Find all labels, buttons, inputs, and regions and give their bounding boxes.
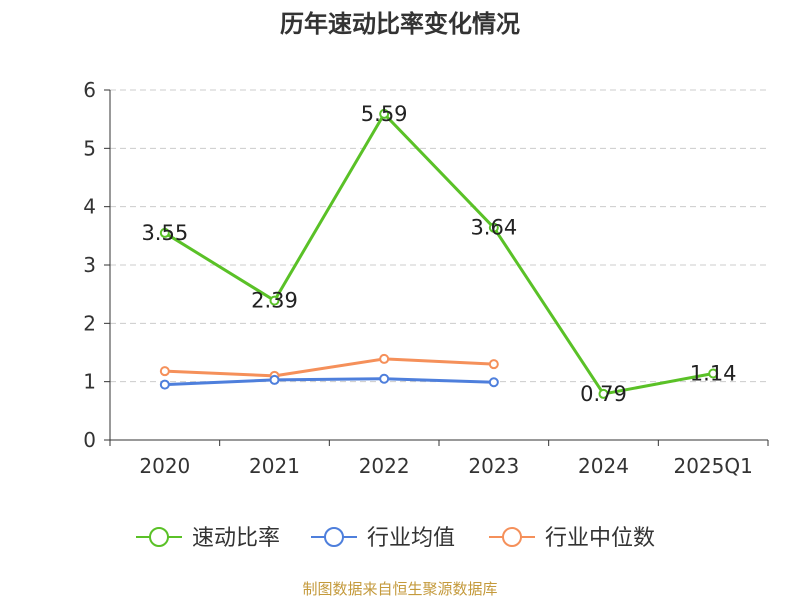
x-tick-label: 2020 (139, 454, 190, 478)
data-label: 3.55 (141, 221, 188, 245)
x-tick-label: 2021 (249, 454, 300, 478)
y-tick-label: 0 (83, 428, 96, 452)
y-tick-label: 5 (83, 136, 96, 160)
data-point (488, 359, 499, 370)
x-tick-label: 2023 (468, 454, 519, 478)
data-point (379, 373, 390, 384)
data-label: 5.59 (361, 102, 408, 126)
legend-label: 行业中位数 (545, 526, 655, 551)
legend-label: 行业均值 (367, 526, 455, 551)
x-tick-label: 2025Q1 (673, 454, 752, 478)
data-point (379, 353, 390, 364)
data-point (379, 108, 390, 119)
data-point (159, 227, 170, 238)
legend-marker (324, 527, 344, 547)
data-label: 1.14 (690, 362, 737, 386)
source-note: 制图数据来自恒生聚源数据库 (302, 580, 498, 598)
series-line (164, 112, 714, 396)
data-point (708, 368, 719, 379)
series-line (164, 377, 494, 387)
legend-label: 速动比率 (192, 526, 280, 551)
data-point (159, 379, 170, 390)
data-point (269, 374, 280, 385)
chart-title: 历年速动比率变化情况 (280, 10, 520, 38)
y-tick-label: 6 (83, 78, 96, 102)
y-tick-label: 1 (83, 370, 96, 394)
data-label: 2.39 (251, 289, 298, 313)
y-tick-label: 3 (83, 253, 96, 277)
data-point (269, 295, 280, 306)
legend-marker (502, 527, 522, 547)
data-label: 3.64 (470, 216, 517, 240)
data-point (159, 366, 170, 377)
data-point (598, 388, 609, 399)
y-tick-label: 4 (83, 195, 96, 219)
y-tick-label: 2 (83, 311, 96, 335)
x-tick-label: 2022 (359, 454, 410, 478)
series-line (164, 357, 494, 378)
data-point (488, 222, 499, 233)
x-tick-label: 2024 (578, 454, 629, 478)
legend-marker (149, 527, 169, 547)
data-label: 0.79 (580, 382, 627, 406)
data-point (488, 377, 499, 388)
